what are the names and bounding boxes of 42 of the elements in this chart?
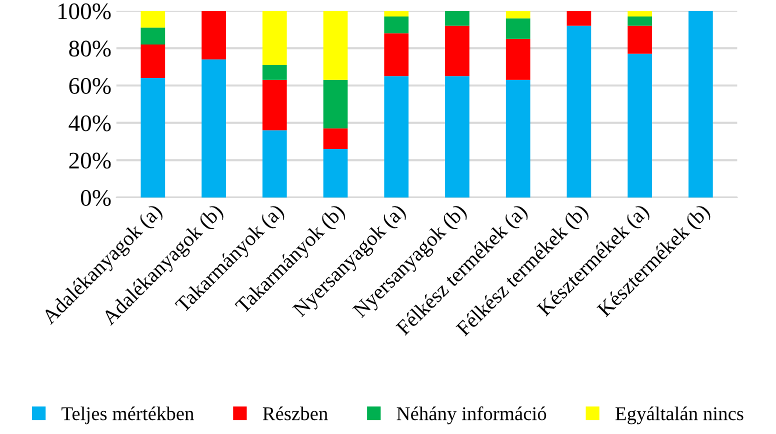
bar xyxy=(262,10,287,65)
legend-label: Néhány információ xyxy=(396,406,546,424)
bar xyxy=(140,10,166,28)
bar xyxy=(323,148,348,198)
bar xyxy=(628,54,652,198)
y-tick-label: 100% xyxy=(58,3,111,20)
bar xyxy=(323,10,348,80)
bar xyxy=(566,26,592,198)
bar xyxy=(445,26,470,76)
bar xyxy=(628,16,652,26)
bar xyxy=(323,80,348,128)
bar xyxy=(688,10,713,198)
bar xyxy=(323,128,348,149)
bar xyxy=(202,59,226,198)
bar xyxy=(262,130,287,198)
bar xyxy=(140,28,166,44)
bar xyxy=(506,38,530,80)
bar xyxy=(384,10,409,16)
y-tick-label: 0% xyxy=(80,190,111,206)
legend-label: Egyáltalán nincs xyxy=(615,406,744,424)
bar xyxy=(506,18,530,39)
legend-label: Teljes mértékben xyxy=(62,406,194,424)
bar xyxy=(140,44,166,78)
bar xyxy=(506,10,530,18)
bar xyxy=(202,10,226,60)
y-tick-label: 20% xyxy=(69,152,111,169)
bar xyxy=(628,10,652,16)
bar xyxy=(445,10,470,26)
legend-label: Részben xyxy=(262,406,328,420)
bar xyxy=(445,76,470,198)
bar xyxy=(262,80,287,130)
bar xyxy=(566,10,592,26)
bar xyxy=(262,64,287,80)
y-tick-label: 80% xyxy=(69,40,111,57)
bar xyxy=(384,76,409,198)
bar xyxy=(384,33,409,76)
y-tick-label: 40% xyxy=(68,115,111,132)
bar xyxy=(506,80,530,198)
bar xyxy=(628,26,652,54)
y-tick-label: 60% xyxy=(69,78,111,94)
bar xyxy=(140,78,166,198)
bar xyxy=(384,16,409,34)
